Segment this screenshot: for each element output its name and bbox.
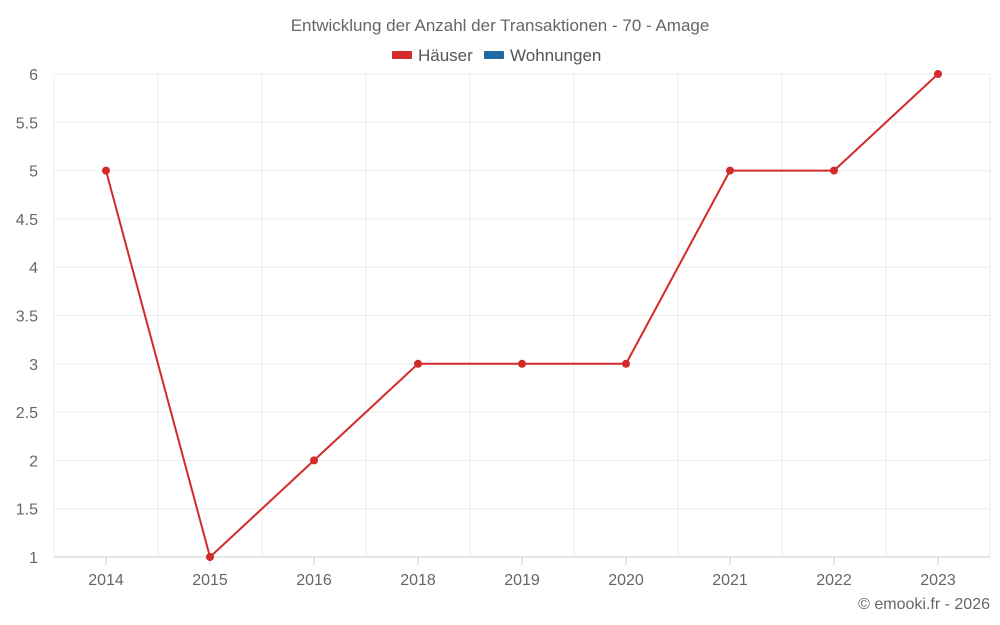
legend-swatch-haeuser: [392, 51, 412, 59]
x-tick-label: 2021: [712, 572, 748, 589]
chart-title: Entwicklung der Anzahl der Transaktionen…: [291, 16, 710, 35]
y-tick-label: 6: [29, 67, 38, 84]
y-tick-label: 3.5: [16, 309, 38, 326]
x-tick-label: 2020: [608, 572, 644, 589]
grid: [53, 73, 991, 557]
legend-swatch-wohnungen: [484, 51, 504, 59]
data-point[interactable]: [518, 359, 526, 368]
x-tick-label: 2015: [192, 572, 228, 589]
y-tick-label: 3: [29, 357, 38, 374]
y-tick-label: 4: [29, 260, 38, 277]
legend-item-haeuser[interactable]: Häuser: [392, 46, 473, 65]
data-point[interactable]: [726, 166, 734, 175]
x-tick-label: 2014: [88, 572, 124, 589]
legend-item-wohnungen[interactable]: Wohnungen: [484, 46, 601, 65]
data-point[interactable]: [310, 456, 318, 465]
series-layer: [102, 70, 942, 561]
y-tick-label: 1: [29, 550, 38, 567]
data-point[interactable]: [414, 359, 422, 368]
data-point[interactable]: [102, 166, 110, 175]
y-tick-label: 1.5: [16, 502, 38, 519]
x-tick-label: 2019: [504, 572, 540, 589]
legend-label-wohnungen: Wohnungen: [510, 46, 601, 65]
axes: 1 1.5 2 2.5 3 3.5 4 4.5 5 5.5 6 2014 2015 2016 2018 201…: [16, 67, 990, 589]
legend-label-haeuser: Häuser: [418, 46, 473, 65]
data-point[interactable]: [830, 166, 838, 175]
credits-text: © emooki.fr - 2026: [858, 596, 990, 613]
data-point[interactable]: [622, 359, 630, 368]
y-tick-label: 2: [29, 453, 38, 470]
x-tick-label: 2023: [920, 572, 956, 589]
y-tick-label: 5: [29, 164, 38, 181]
x-tick-label: 2016: [296, 572, 332, 589]
y-tick-label: 5.5: [16, 115, 38, 132]
x-tick-label: 2022: [816, 572, 852, 589]
data-point[interactable]: [206, 553, 214, 561]
data-point[interactable]: [934, 70, 942, 78]
legend: Häuser Wohnungen: [392, 46, 601, 65]
y-tick-label: 4.5: [16, 212, 38, 229]
y-tick-label: 2.5: [16, 405, 38, 422]
x-tick-label: 2018: [400, 572, 436, 589]
